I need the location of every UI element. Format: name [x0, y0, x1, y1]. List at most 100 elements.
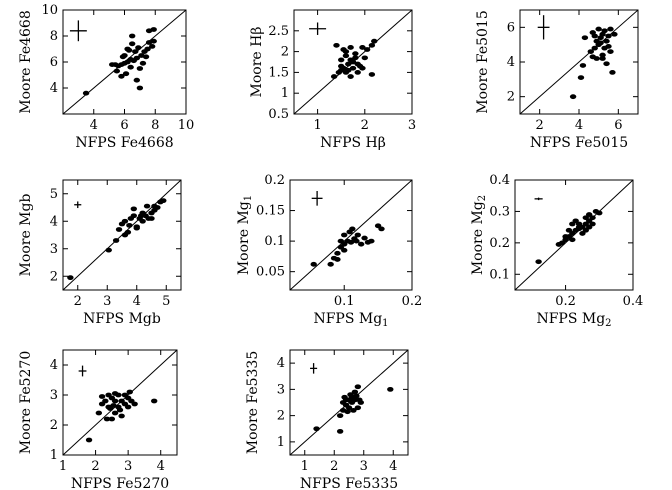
data-point — [340, 47, 347, 52]
x-tick-label: 0.2 — [402, 294, 423, 309]
y-tick-label: 4 — [50, 358, 58, 373]
data-point — [609, 70, 616, 75]
x-tick-label: 6 — [120, 118, 128, 133]
data-point — [605, 44, 612, 49]
x-axis-label: NFPS Fe5015 — [530, 135, 628, 151]
panel-5: 0.1 0.2 0.05 0.1 0.15 0.2 NFPS Mg1 Moore Mg1 — [236, 173, 422, 329]
plot-frame — [62, 349, 178, 456]
data-point — [121, 232, 129, 238]
x-tick-label: 2 — [74, 294, 82, 309]
data-point — [585, 212, 593, 217]
data-point — [603, 61, 610, 67]
data-point — [593, 56, 600, 61]
data-point — [565, 227, 573, 233]
y-tick-label: 0.1 — [264, 234, 285, 249]
data-point — [143, 203, 151, 209]
panel-6: 0.2 0.4 0.1 0.2 0.3 0.4 NFPS Mg2 Moore Mg2 — [470, 173, 643, 329]
x-axis-label: NFPS Fe5270 — [71, 476, 169, 490]
data-point — [121, 53, 128, 58]
x-tick-label: 8 — [151, 118, 159, 133]
data-point — [607, 49, 614, 54]
x-tick-label: 0.4 — [623, 294, 644, 309]
data-point — [313, 426, 320, 432]
data-point — [128, 41, 136, 47]
x-tick-label: 3 — [408, 118, 416, 133]
data-point — [356, 397, 363, 403]
y-tick-label: 1.5 — [268, 65, 289, 80]
data-point — [124, 46, 131, 52]
data-point — [102, 398, 109, 404]
panel-3: 2 4 6 2 4 6 NFPS Fe5015 Moore Fe5015 — [475, 9, 639, 151]
y-tick-label: 0.5 — [268, 107, 289, 122]
y-tick-label: 2 — [507, 90, 515, 105]
data-point — [353, 393, 360, 399]
data-point — [589, 30, 596, 35]
data-point — [133, 55, 140, 61]
y-tick-label: 2 — [50, 418, 58, 433]
data-point — [351, 389, 359, 395]
plot-frame — [293, 9, 413, 115]
data-point — [361, 235, 368, 241]
y-axis-label: Moore Fe5335 — [245, 351, 261, 454]
data-point — [148, 216, 155, 221]
data-point — [354, 70, 361, 75]
y-tick-label: 2 — [281, 45, 289, 60]
data-point — [337, 238, 345, 244]
y-tick-label: 0.2 — [489, 236, 510, 251]
data-point — [599, 52, 606, 58]
data-point — [587, 49, 594, 54]
x-tick-label: 4 — [133, 294, 141, 309]
data-point — [352, 55, 359, 61]
data-point — [133, 77, 140, 83]
y-tick-label: 1 — [281, 86, 289, 101]
data-point — [122, 71, 130, 77]
data-point — [535, 259, 542, 265]
data-point — [596, 210, 603, 216]
data-point — [327, 261, 334, 267]
y-tick-label: 6 — [50, 55, 58, 70]
data-point — [124, 404, 132, 410]
data-point — [575, 221, 583, 227]
plot-frame — [514, 179, 634, 291]
data-point — [347, 392, 354, 398]
y-axis-label: Moore Mgb — [18, 194, 34, 277]
data-point — [344, 409, 351, 415]
y-tick-label: 1 — [50, 448, 58, 463]
data-point — [112, 238, 120, 243]
data-point — [361, 55, 368, 61]
x-tick-label: 4 — [157, 459, 165, 474]
data-point — [334, 250, 341, 256]
data-point — [611, 31, 618, 37]
data-point — [85, 437, 93, 443]
data-point — [105, 247, 112, 253]
x-tick-label: 5 — [162, 294, 170, 309]
data-point — [139, 218, 146, 224]
data-point — [342, 53, 350, 59]
data-point — [135, 45, 142, 51]
x-tick-label: 3 — [124, 459, 132, 474]
data-point — [108, 416, 116, 422]
data-point — [353, 238, 360, 244]
x-tick-label: 2 — [330, 459, 338, 474]
y-tick-label: 6 — [507, 20, 515, 35]
y-tick-label: 0.4 — [489, 173, 510, 188]
data-point — [130, 206, 137, 212]
x-tick-label: 0.1 — [334, 294, 355, 309]
plot-frame — [289, 179, 413, 291]
x-tick-label: 2 — [361, 118, 369, 133]
x-tick-label: 1 — [59, 459, 67, 474]
data-point — [330, 74, 338, 79]
data-point — [357, 241, 365, 247]
data-point — [136, 85, 144, 91]
y-tick-label: 0.05 — [256, 265, 285, 280]
data-point — [338, 63, 345, 69]
data-point — [597, 40, 604, 46]
x-tick-label: 4 — [389, 459, 397, 474]
y-tick-label: 3 — [277, 382, 285, 397]
data-point — [349, 65, 357, 71]
data-point — [607, 26, 614, 32]
data-point — [341, 247, 348, 253]
data-point — [338, 57, 345, 63]
data-point — [150, 27, 157, 32]
